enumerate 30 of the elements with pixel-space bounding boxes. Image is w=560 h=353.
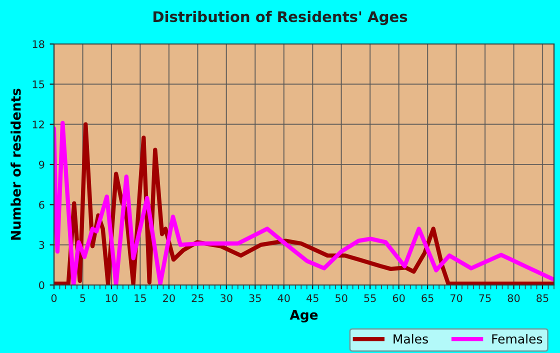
y-tick-label: 0 <box>39 281 44 290</box>
x-tick-label: 70 <box>450 294 462 302</box>
x-tick-label: 5 <box>80 294 86 302</box>
x-axis-title: Age <box>290 310 318 322</box>
x-tick-label: 20 <box>163 294 175 302</box>
y-tick-label: 15 <box>32 80 44 88</box>
x-tick-label: 85 <box>536 294 548 302</box>
y-tick-label: 3 <box>39 241 44 249</box>
y-tick-label: 18 <box>32 40 44 48</box>
y-tick-label: 6 <box>39 200 44 209</box>
x-tick-label: 30 <box>220 294 232 302</box>
x-tick-label: 25 <box>192 294 204 302</box>
x-tick-label: 65 <box>422 294 434 302</box>
y-tick-label: 12 <box>32 120 44 128</box>
x-tick-label: 80 <box>508 294 520 302</box>
legend-label: Males <box>394 334 428 344</box>
x-tick-label: 35 <box>249 294 261 302</box>
x-tick-label: 50 <box>336 294 348 302</box>
x-tick-label: 40 <box>278 294 290 302</box>
x-tick-label: 55 <box>364 294 376 302</box>
y-axis-title: Number of residents <box>10 88 21 240</box>
x-tick-label: 60 <box>392 294 405 302</box>
y-tick-label: 9 <box>39 160 44 169</box>
legend-label: Females <box>492 334 542 344</box>
chart-title: Distribution of Residents' Ages <box>154 10 408 26</box>
x-tick-label: 0 <box>51 294 57 302</box>
x-tick-label: 45 <box>306 294 318 302</box>
x-tick-label: 10 <box>106 294 118 302</box>
x-tick-label: 75 <box>479 294 491 302</box>
x-tick-label: 15 <box>134 294 146 302</box>
